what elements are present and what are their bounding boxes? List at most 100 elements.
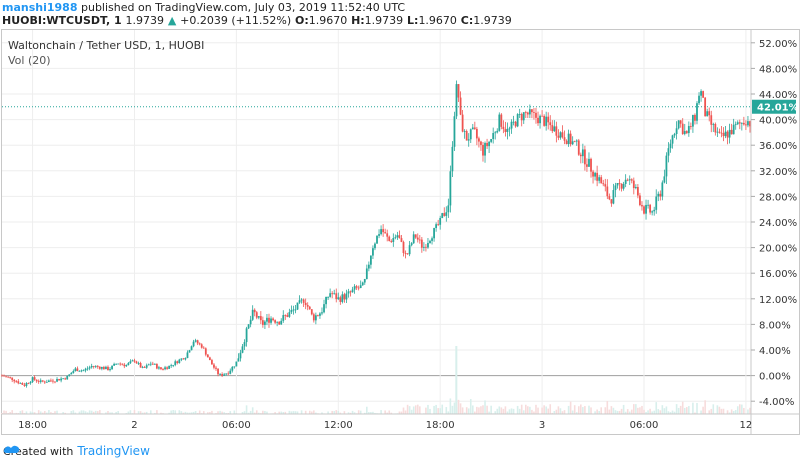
candle-body	[200, 344, 203, 348]
candle-body	[728, 129, 731, 138]
ohlc-line: HUOBI:WTCUSDT, 1 1.9739 ▲ +0.2039 (+11.5…	[2, 14, 512, 27]
candle-body	[270, 318, 272, 323]
candle-body	[598, 177, 601, 181]
candle-body	[278, 321, 281, 325]
chart-frame[interactable]	[1, 29, 800, 435]
candle-body	[632, 180, 635, 189]
candle-body	[247, 324, 250, 329]
candle-body	[288, 312, 291, 317]
volume-bar	[44, 411, 46, 414]
volume-bar	[46, 412, 48, 414]
volume-bar	[545, 406, 547, 414]
candle-body	[174, 361, 177, 365]
volume-bar	[692, 402, 694, 414]
x-axis: 18:00 2 06:00 12:00 18:00 3 06:00 12	[2, 413, 800, 431]
volume-bar	[622, 404, 625, 414]
volume-bar	[573, 405, 576, 414]
volume-bar	[596, 409, 598, 414]
volume-bar	[31, 412, 34, 414]
volume-bar	[390, 412, 393, 414]
candle-body	[62, 378, 65, 380]
volume-bar	[414, 405, 417, 414]
volume-bar	[255, 410, 258, 414]
candle-body	[457, 84, 460, 98]
candle-body	[25, 383, 28, 386]
candle-body	[153, 363, 156, 365]
candle-body	[290, 309, 293, 313]
candle-body	[394, 237, 397, 239]
candle-body	[745, 124, 747, 126]
candle-body	[569, 133, 572, 145]
volume-bar	[64, 412, 66, 414]
volume-bar	[535, 404, 537, 414]
candle-body	[700, 91, 702, 96]
candle-body	[612, 190, 615, 204]
candle-body	[321, 312, 323, 314]
volume-bar	[70, 410, 73, 414]
y-tick-label: 40.00%	[759, 116, 797, 127]
candle-body	[98, 366, 101, 369]
volume-bar	[606, 401, 609, 414]
volume-bar	[288, 410, 291, 414]
candle-body	[441, 213, 444, 218]
candle-body	[233, 366, 236, 368]
volume-bar	[628, 411, 631, 414]
candle-body	[649, 204, 652, 213]
volume-bar	[182, 412, 185, 414]
volume-bar	[553, 410, 556, 414]
volume-bars	[1, 346, 751, 414]
volume-bar	[25, 411, 28, 414]
volume-bar	[571, 410, 574, 414]
candle-body	[528, 109, 531, 115]
volume-bar	[247, 412, 250, 414]
y-tick-label: -4.00%	[759, 397, 794, 408]
volume-bar	[374, 412, 376, 414]
volume-bar	[447, 411, 450, 414]
close-value: 1.9739	[473, 14, 512, 27]
volume-bar	[386, 412, 388, 414]
candle-body	[239, 352, 242, 359]
candle-body	[522, 112, 525, 121]
candle-body	[496, 130, 499, 133]
candle-body	[398, 235, 401, 239]
volume-bar	[174, 410, 177, 414]
candle-body	[742, 122, 745, 125]
candle-body	[586, 164, 588, 167]
candle-body	[449, 171, 452, 206]
volume-bar	[547, 408, 550, 414]
candle-body	[353, 286, 356, 290]
volume-bar	[278, 411, 280, 414]
candle-body	[537, 117, 539, 124]
candle-body	[319, 313, 321, 316]
candle-body	[274, 320, 277, 323]
volume-bar	[641, 405, 643, 414]
volume-bar	[21, 410, 24, 414]
author-name[interactable]: manshi1988	[2, 1, 78, 14]
volume-bar	[5, 410, 7, 414]
volume-bar	[543, 405, 545, 414]
volume-bar	[380, 410, 382, 414]
candle-body	[710, 115, 713, 125]
volume-bar	[192, 411, 195, 414]
candle-body	[557, 135, 560, 138]
volume-bar	[315, 412, 317, 414]
volume-bar	[710, 408, 713, 414]
candle-body	[565, 140, 568, 145]
candle-body	[302, 299, 305, 303]
footer-brand[interactable]: TradingView	[77, 444, 150, 458]
candle-body	[694, 114, 696, 121]
volume-bar	[524, 404, 527, 414]
candle-body	[123, 364, 126, 367]
candle-body	[490, 139, 493, 142]
candle-body	[249, 319, 252, 325]
volume-bar	[202, 411, 205, 414]
volume-bar	[62, 412, 64, 414]
volume-bar	[461, 407, 464, 414]
candle-body	[634, 187, 637, 189]
candle-body	[437, 224, 440, 226]
volume-bar	[294, 411, 297, 414]
candle-body	[716, 131, 719, 133]
candle-body	[264, 321, 266, 325]
volume-bar	[659, 410, 662, 414]
price-chart[interactable]: 52.00%48.00%44.00%40.00%36.00%32.00%28.0…	[0, 0, 801, 440]
